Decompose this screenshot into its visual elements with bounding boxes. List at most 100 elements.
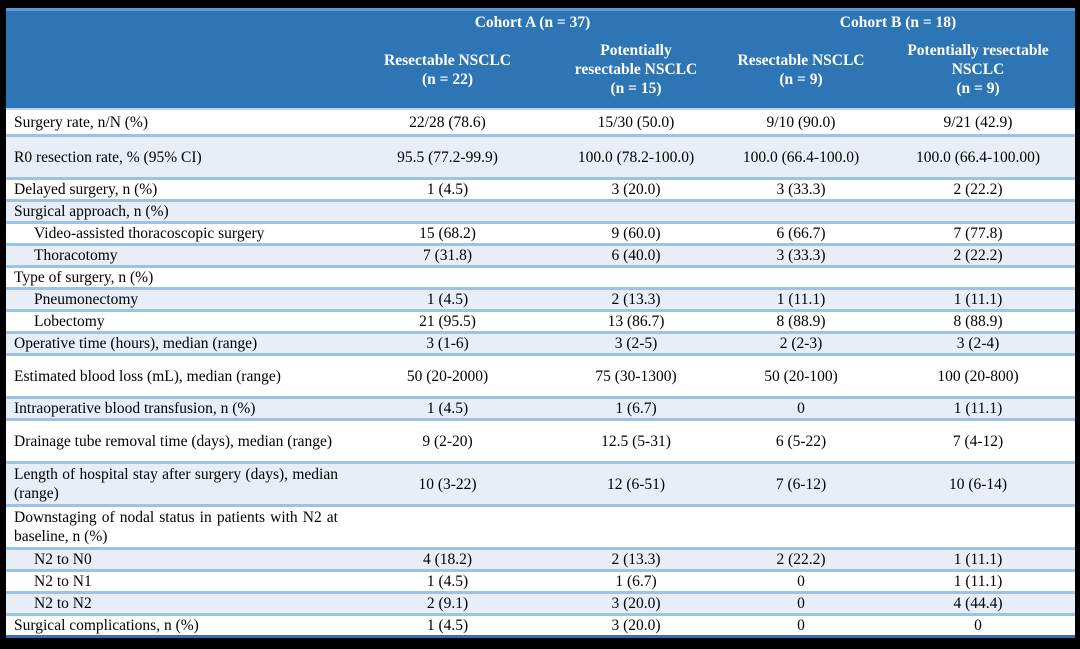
row-label: Type of surgery, n (%) (6, 268, 344, 287)
row-label: N2 to N1 (6, 572, 344, 591)
row-label: Downstaging of nodal status in patients … (6, 507, 344, 547)
data-cell (551, 202, 721, 221)
data-cell: 12.5 (5-31) (601, 432, 671, 450)
row-label-text: N2 to N0 (34, 551, 92, 568)
data-cell: 4 (44.4) (953, 595, 1003, 612)
data-cell: 100.0 (66.4-100.0) (742, 148, 860, 166)
data-cell: 2 (9.1) (426, 595, 469, 612)
table-row: Estimated blood loss (mL), median (range… (6, 353, 1075, 396)
table-row: Surgical complications, n (%) 1 (4.5) 3 (2… (6, 613, 1075, 635)
column-header-resectable-a: Resectable NSCLC (n = 22) (384, 51, 511, 88)
data-cell (881, 507, 1075, 547)
data-cell: 3 (33.3) (776, 247, 826, 264)
data-cell: 50 (20-2000) (406, 367, 489, 385)
data-cell: 7 (31.8) (422, 247, 473, 264)
table-body: Surgery rate, n/N (%) 22/28 (78.6) 15/30 (… (6, 110, 1075, 635)
row-label: Video-assisted thoracoscopic surgery (6, 224, 344, 243)
row-label-text: Length of hospital stay after surgery (d… (14, 466, 338, 502)
data-cell: 7 (77.8) (953, 225, 1003, 242)
data-cell: 3 (20.0) (611, 181, 661, 198)
row-label-text: Pneumonectomy (34, 291, 139, 308)
data-cell: 3 (20.0) (611, 595, 661, 612)
data-cell: 2 (22.2) (953, 181, 1003, 198)
column-header-potentially-resectable-b: Potentially resectable NSCLC (n = 9) (907, 42, 1049, 97)
data-cell: 1 (11.1) (953, 551, 1003, 568)
table-row: R0 resection rate, % (95% CI) 95.5 (77.2-… (6, 134, 1075, 177)
data-cell: 12 (6-51) (606, 475, 666, 493)
row-label: Estimated blood loss (mL), median (range… (6, 356, 344, 396)
row-label-text: Lobectomy (34, 313, 105, 330)
table-row: Pneumonectomy 1 (4.5) 2 (13.3) 1 (11.1) 1 (1… (6, 287, 1075, 309)
data-cell (551, 507, 721, 547)
row-label-text: Surgical complications, n (%) (14, 617, 199, 634)
surgery-outcomes-table: Cohort A (n = 37) Cohort B (n = 18) Rese… (6, 8, 1075, 638)
row-label: R0 resection rate, % (95% CI) (6, 137, 344, 177)
data-cell (721, 202, 881, 221)
row-label: N2 to N0 (6, 550, 344, 569)
data-cell: 3 (33.3) (776, 181, 826, 198)
data-cell: 1 (4.5) (426, 400, 469, 417)
row-label-text: Delayed surgery, n (%) (14, 181, 158, 198)
table-row: Length of hospital stay after surgery (d… (6, 461, 1075, 504)
table-row: Video-assisted thoracoscopic surgery 15 (… (6, 221, 1075, 243)
data-cell: 2 (13.3) (611, 551, 661, 568)
cohort-b-group-header: Cohort B (n = 18) (721, 11, 1075, 37)
cohort-a-label: Cohort A (n = 37) (474, 14, 591, 31)
data-cell: 7 (4-12) (952, 432, 1004, 450)
row-label-text: R0 resection rate, % (95% CI) (14, 148, 202, 166)
data-cell: 15/30 (50.0) (597, 113, 675, 131)
data-cell: 3 (2-5) (614, 335, 658, 352)
table-row: N2 to N1 1 (4.5) 1 (6.7) 0 1 (11.1) (6, 569, 1075, 591)
row-label-text: Surgical approach, n (%) (14, 203, 169, 220)
data-cell: 0 (797, 400, 805, 417)
data-cell: 50 (20-100) (764, 367, 838, 385)
data-cell: 6 (5-22) (775, 432, 827, 450)
data-cell: 21 (95.5) (419, 313, 476, 330)
row-label-text: Video-assisted thoracoscopic surgery (34, 225, 265, 242)
data-cell: 4 (18.2) (422, 551, 473, 568)
data-cell: 1 (4.5) (426, 617, 469, 634)
data-cell (721, 507, 881, 547)
row-label: Delayed surgery, n (%) (6, 180, 344, 199)
data-cell: 8 (88.9) (776, 313, 826, 330)
data-cell (344, 507, 551, 547)
data-cell (721, 268, 881, 287)
column-header-potentially-resectable-a: Potentially resectable NSCLC (n = 15) (574, 42, 698, 97)
table-row: Intraoperative blood transfusion, n (%) 1… (6, 396, 1075, 418)
row-label: Pneumonectomy (6, 290, 344, 309)
row-label-text: Downstaging of nodal status in patients … (14, 509, 338, 545)
row-label: Length of hospital stay after surgery (d… (6, 464, 344, 504)
row-label: Surgery rate, n/N (%) (6, 110, 344, 134)
table-row: Lobectomy 21 (95.5) 13 (86.7) 8 (88.9) 8 (88… (6, 309, 1075, 331)
cohort-a-group-header: Cohort A (n = 37) (344, 11, 721, 37)
row-label: Thoracotomy (6, 246, 344, 265)
table-row: Thoracotomy 7 (31.8) 6 (40.0) 3 (33.3) 2 (22… (6, 243, 1075, 265)
data-cell: 10 (6-14) (948, 475, 1008, 493)
data-cell: 2 (22.2) (776, 551, 826, 568)
data-cell: 3 (20.0) (611, 617, 661, 634)
data-cell: 1 (4.5) (426, 291, 469, 308)
data-cell: 1 (11.1) (953, 400, 1003, 417)
data-cell (344, 268, 551, 287)
data-cell: 100.0 (66.4-100.00) (916, 148, 1040, 166)
table-header: Cohort A (n = 37) Cohort B (n = 18) Rese… (6, 8, 1075, 110)
row-label: Drainage tube removal time (days), media… (6, 421, 344, 461)
data-cell: 3 (2-4) (956, 335, 1000, 352)
data-cell: 0 (974, 617, 982, 634)
data-cell: 1 (11.1) (776, 291, 826, 308)
row-label: Intraoperative blood transfusion, n (%) (6, 399, 344, 418)
data-cell: 1 (4.5) (426, 181, 469, 198)
data-cell (881, 202, 1075, 221)
row-label: Surgical complications, n (%) (6, 616, 344, 635)
data-cell: 1 (4.5) (426, 573, 469, 590)
row-label: N2 to N2 (6, 594, 344, 613)
data-cell: 1 (11.1) (953, 573, 1003, 590)
table-row: Downstaging of nodal status in patients … (6, 504, 1075, 547)
row-label: Lobectomy (6, 312, 344, 331)
table-row: Surgical approach, n (%) (6, 199, 1075, 221)
data-cell: 3 (1-6) (426, 335, 469, 352)
row-label-text: Drainage tube removal time (days), media… (14, 432, 333, 450)
table-row: Type of surgery, n (%) (6, 265, 1075, 287)
data-cell: 8 (88.9) (953, 313, 1003, 330)
